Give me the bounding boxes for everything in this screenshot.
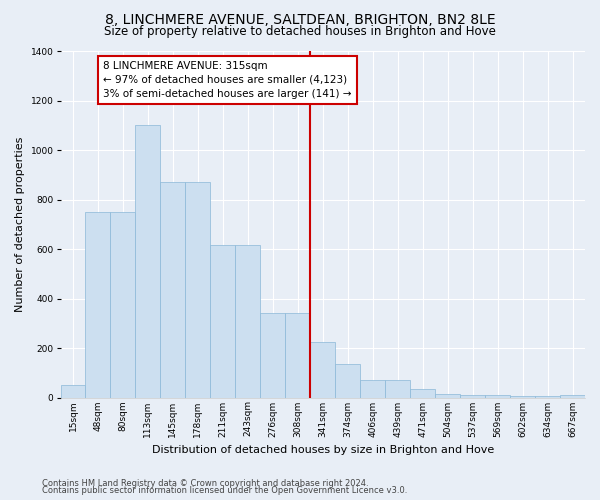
- Y-axis label: Number of detached properties: Number of detached properties: [15, 136, 25, 312]
- Bar: [535, 396, 560, 398]
- Bar: [61, 385, 85, 398]
- Text: Size of property relative to detached houses in Brighton and Hove: Size of property relative to detached ho…: [104, 25, 496, 38]
- Text: Contains HM Land Registry data © Crown copyright and database right 2024.: Contains HM Land Registry data © Crown c…: [42, 478, 368, 488]
- Bar: [510, 396, 535, 398]
- Bar: [485, 395, 510, 398]
- X-axis label: Distribution of detached houses by size in Brighton and Hove: Distribution of detached houses by size …: [152, 445, 494, 455]
- Bar: [85, 212, 110, 398]
- Bar: [410, 389, 435, 398]
- Bar: [185, 182, 211, 398]
- Bar: [136, 126, 160, 398]
- Bar: [211, 246, 235, 398]
- Bar: [435, 394, 460, 398]
- Bar: [285, 314, 310, 398]
- Bar: [235, 246, 260, 398]
- Bar: [335, 364, 360, 398]
- Bar: [310, 342, 335, 398]
- Text: Contains public sector information licensed under the Open Government Licence v3: Contains public sector information licen…: [42, 486, 407, 495]
- Text: 8, LINCHMERE AVENUE, SALTDEAN, BRIGHTON, BN2 8LE: 8, LINCHMERE AVENUE, SALTDEAN, BRIGHTON,…: [104, 12, 496, 26]
- Bar: [260, 314, 285, 398]
- Text: 8 LINCHMERE AVENUE: 315sqm
← 97% of detached houses are smaller (4,123)
3% of se: 8 LINCHMERE AVENUE: 315sqm ← 97% of deta…: [103, 61, 352, 99]
- Bar: [160, 182, 185, 398]
- Bar: [385, 380, 410, 398]
- Bar: [460, 395, 485, 398]
- Bar: [560, 395, 585, 398]
- Bar: [360, 380, 385, 398]
- Bar: [110, 212, 136, 398]
